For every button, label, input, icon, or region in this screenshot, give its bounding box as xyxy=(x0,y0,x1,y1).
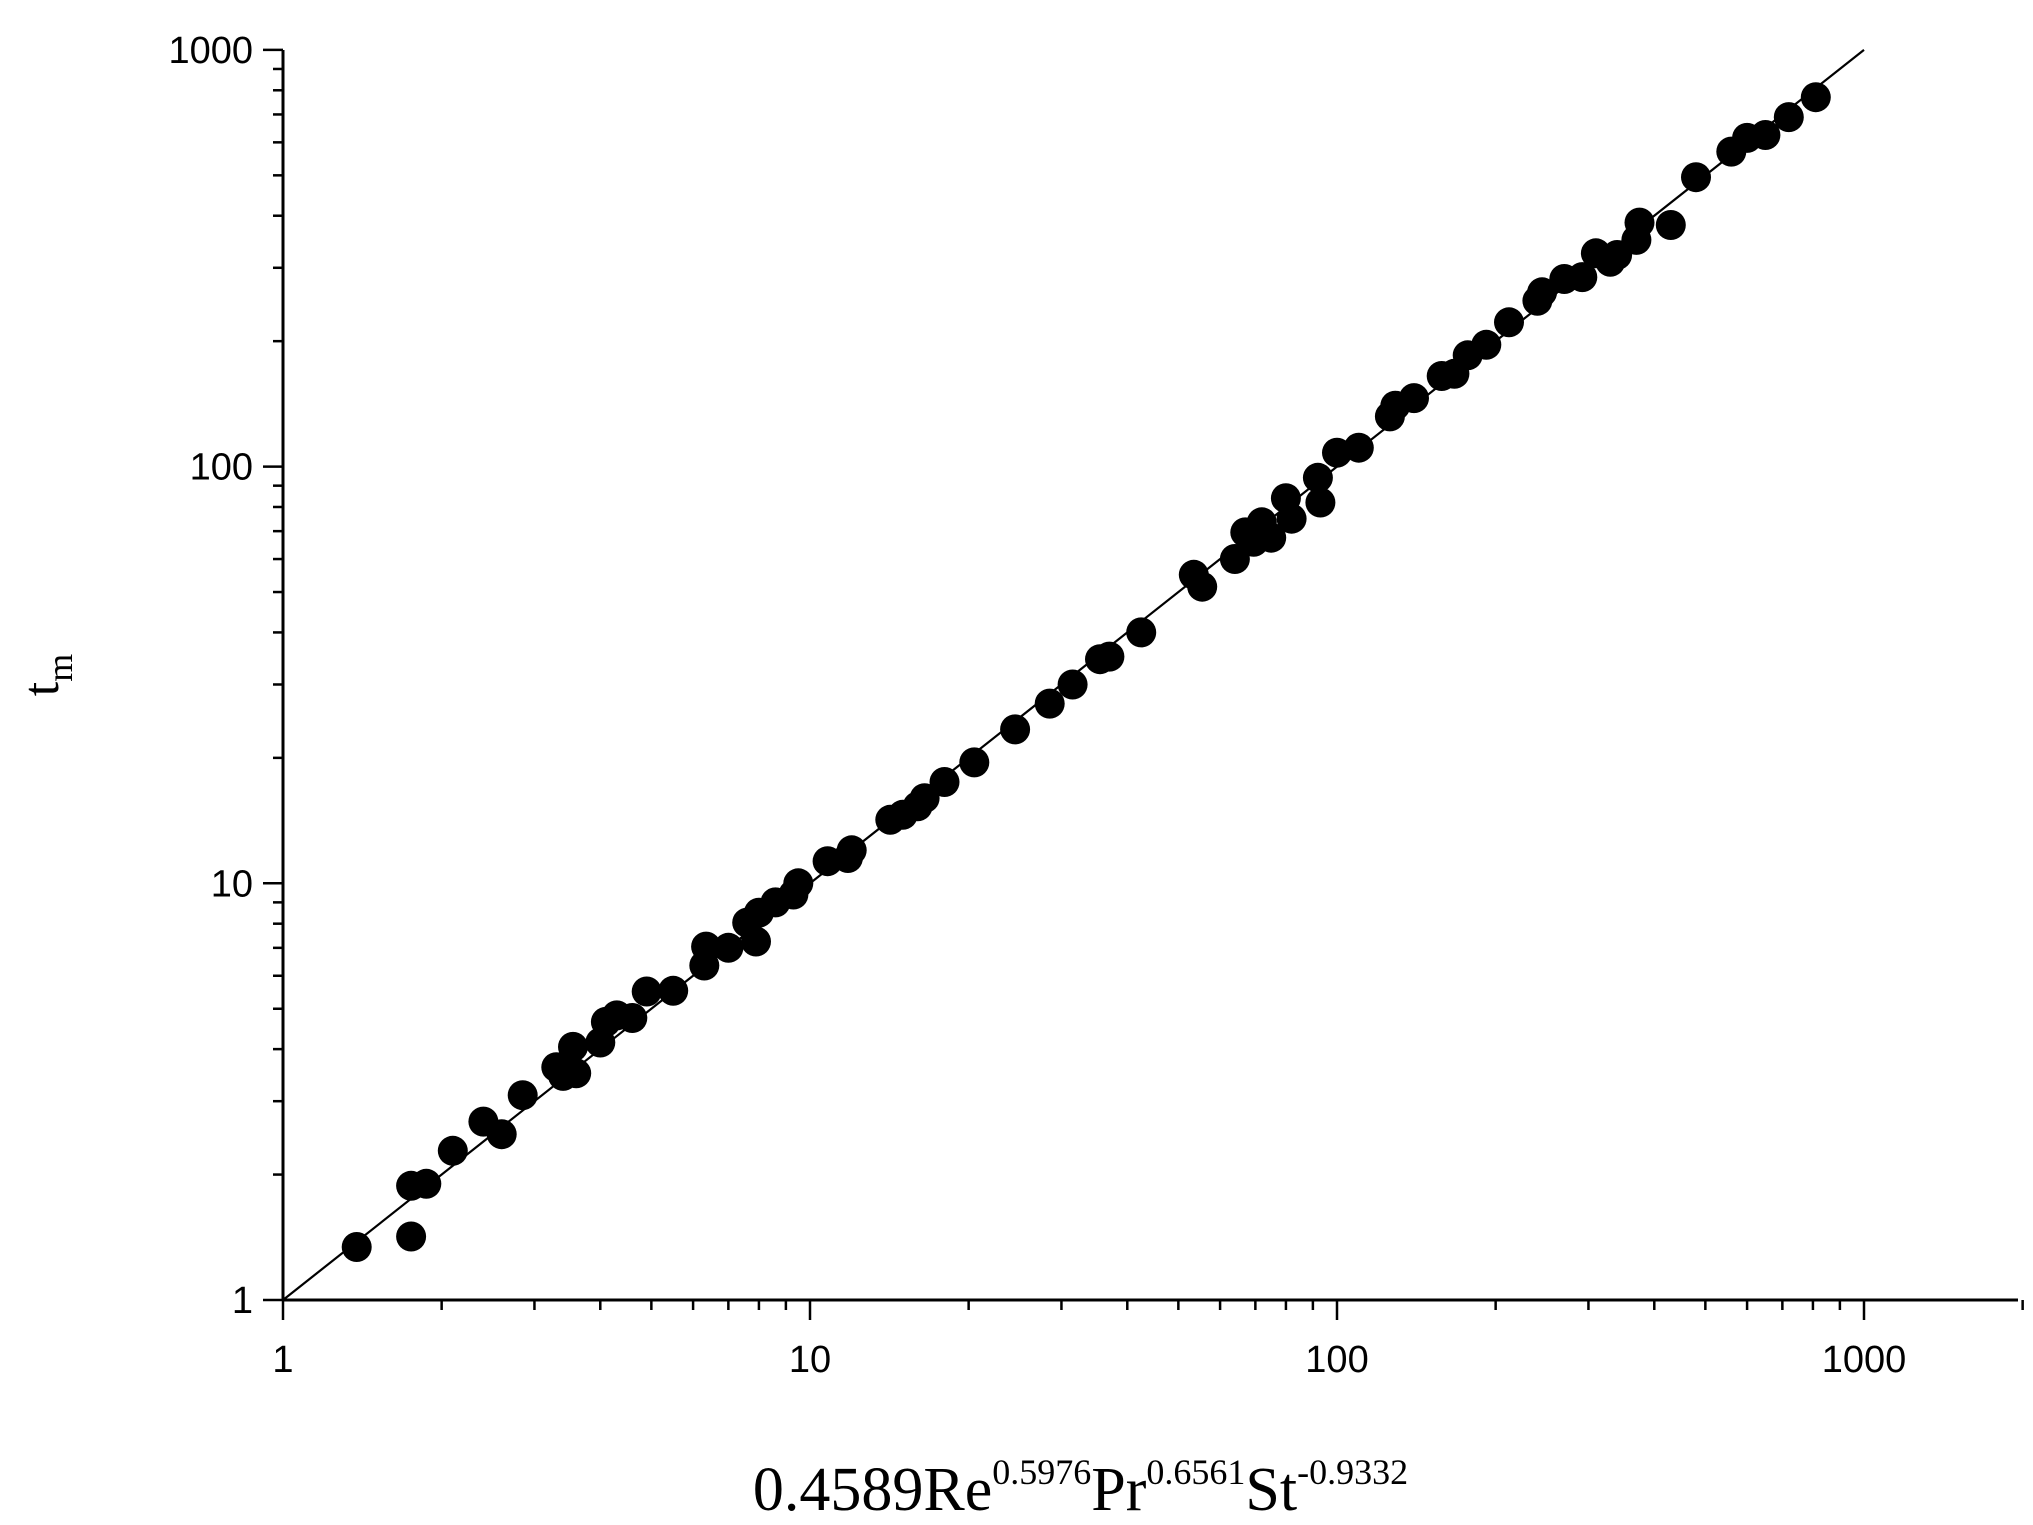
y-tick-label: 10 xyxy=(211,863,253,905)
data-point xyxy=(1624,207,1655,238)
data-point xyxy=(341,1232,372,1262)
data-point xyxy=(783,868,814,899)
y-tick-label: 1 xyxy=(232,1280,253,1322)
data-points-layer xyxy=(341,82,1831,1262)
data-point xyxy=(1800,82,1831,113)
data-point xyxy=(1494,307,1524,338)
data-point xyxy=(437,1135,468,1166)
data-point xyxy=(1256,522,1287,553)
y-axis-label: tm xyxy=(13,654,80,696)
data-point xyxy=(959,747,990,778)
data-point xyxy=(1773,102,1804,133)
data-point xyxy=(1276,503,1307,534)
data-point xyxy=(1681,162,1711,193)
data-point xyxy=(658,975,689,1006)
data-point xyxy=(631,976,662,1007)
x-tick-label: 1 xyxy=(272,1339,293,1381)
x-tick-label: 1000 xyxy=(1822,1339,1907,1381)
y-tick-label: 100 xyxy=(190,447,253,489)
data-point xyxy=(1399,383,1429,414)
data-point xyxy=(486,1119,517,1150)
axis-label-part: 0.5976 xyxy=(992,1452,1091,1492)
data-point xyxy=(1567,262,1598,293)
data-point xyxy=(713,932,744,963)
axis-label-part: m xyxy=(40,654,80,682)
data-point xyxy=(691,931,722,962)
data-point xyxy=(1305,487,1336,518)
x-tick-label: 100 xyxy=(1305,1339,1368,1381)
data-point xyxy=(411,1168,442,1199)
data-point xyxy=(1302,462,1333,493)
data-point xyxy=(1655,210,1686,240)
y-tick-label: 1000 xyxy=(168,30,253,72)
data-point xyxy=(1527,277,1558,308)
data-point xyxy=(836,835,867,866)
data-point xyxy=(1000,714,1031,745)
data-point xyxy=(617,1003,648,1033)
data-point xyxy=(1094,641,1125,672)
data-point xyxy=(558,1031,588,1062)
axis-label-part: 0.4589Re xyxy=(753,1456,992,1524)
axis-label-part: St xyxy=(1245,1456,1297,1524)
ticks-layer: 1 10 100 1000 1 10 100 1000 xyxy=(168,30,2024,1381)
data-point xyxy=(1343,432,1374,463)
axis-label-part: -0.9332 xyxy=(1297,1452,1408,1492)
data-point xyxy=(1057,669,1088,700)
data-point xyxy=(1750,120,1781,150)
data-point xyxy=(1471,329,1502,360)
axis-label-part: t xyxy=(13,681,70,696)
data-point xyxy=(1126,617,1157,648)
data-point xyxy=(741,926,771,957)
data-point xyxy=(561,1058,592,1089)
data-point xyxy=(929,767,960,797)
data-point xyxy=(396,1221,427,1252)
axis-label-part: 0.6561 xyxy=(1146,1452,1245,1492)
x-axis-label: 0.4589Re0.5976Pr0.6561St-0.9332 xyxy=(753,1452,1408,1524)
axis-label-part: Pr xyxy=(1091,1456,1146,1524)
data-point xyxy=(1034,688,1065,719)
data-point xyxy=(1187,571,1218,602)
data-point xyxy=(507,1080,538,1111)
x-tick-label: 10 xyxy=(789,1339,831,1381)
data-point xyxy=(909,783,940,814)
